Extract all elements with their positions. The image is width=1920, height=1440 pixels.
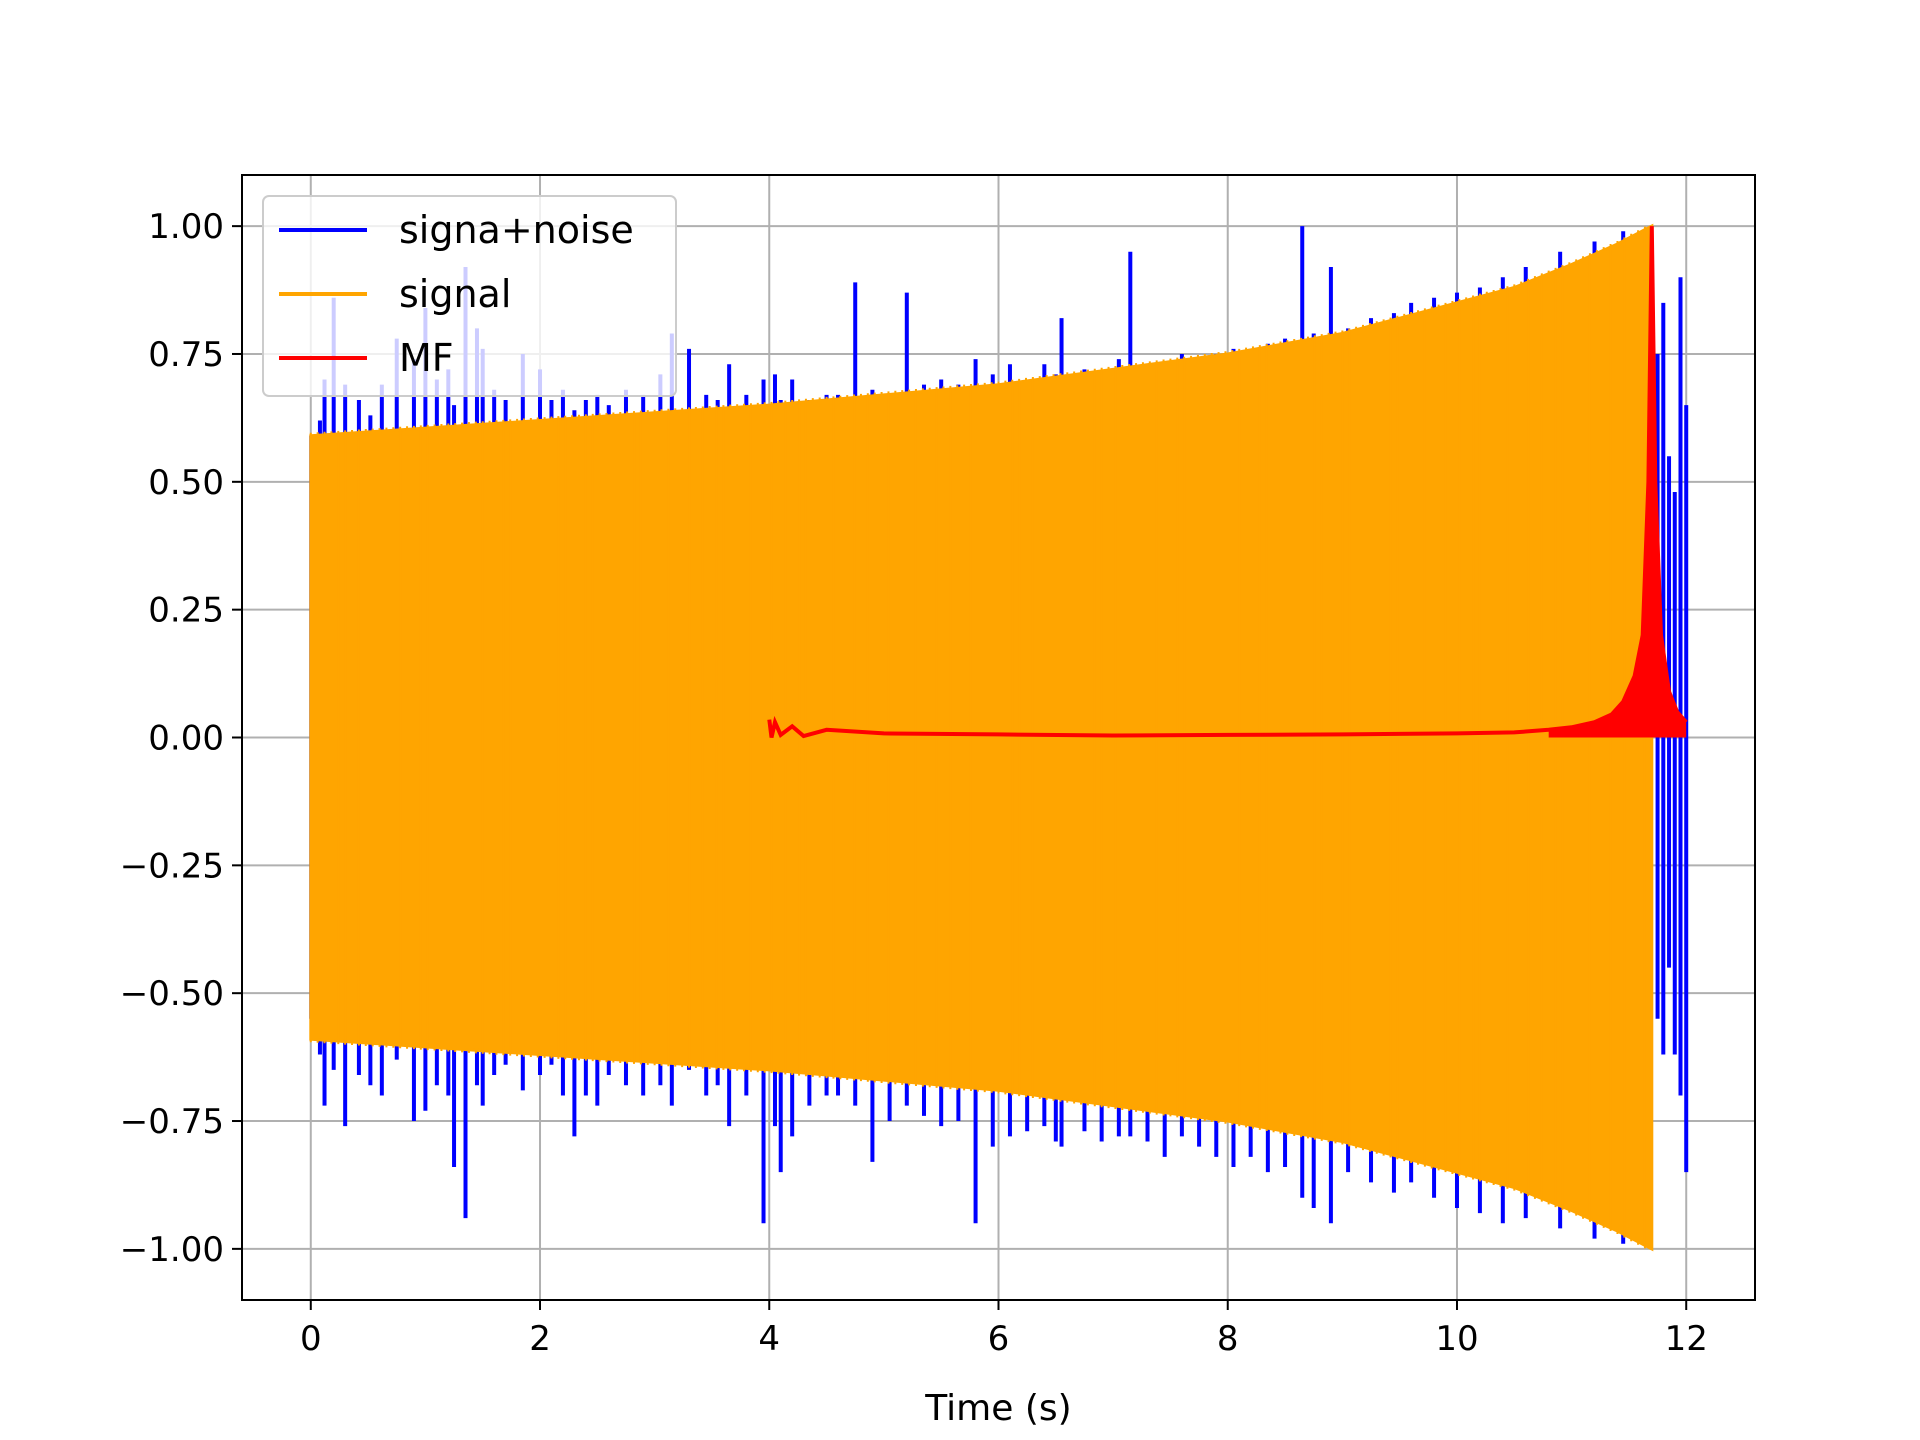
y-tick-label: −1.00 [120, 1230, 224, 1270]
y-axis: 1.00 0.75 0.50 0.25 0.00 −0.25 −0.50 −0.75 −1.00 [120, 207, 242, 1270]
y-tick-label: 1.00 [148, 207, 224, 247]
x-axis-title: Time (s) [924, 1388, 1071, 1429]
legend-label: signal [399, 272, 511, 316]
x-axis: 0 2 4 6 8 10 12 [300, 1300, 1708, 1359]
signal-envelope [309, 223, 1654, 1252]
x-tick-label: 6 [988, 1319, 1010, 1359]
y-tick-label: −0.50 [120, 974, 224, 1014]
y-tick-label: 0.00 [148, 719, 224, 759]
x-tick-label: 0 [300, 1319, 322, 1359]
legend-label: signa+noise [399, 208, 634, 252]
legend-label: MF [399, 336, 454, 380]
x-tick-label: 10 [1435, 1319, 1478, 1359]
y-tick-label: 0.25 [148, 591, 224, 631]
y-tick-label: −0.25 [120, 846, 224, 886]
x-tick-label: 2 [529, 1319, 551, 1359]
legend: signa+noise signal MF [262, 195, 677, 397]
y-tick-label: 0.75 [148, 335, 224, 375]
mf-line [767, 226, 1688, 739]
x-tick-label: 4 [758, 1319, 780, 1359]
x-tick-label: 12 [1665, 1319, 1708, 1359]
y-tick-label: 0.50 [148, 463, 224, 503]
x-tick-label: 8 [1217, 1319, 1239, 1359]
y-tick-label: −0.75 [120, 1102, 224, 1142]
series-mf [767, 226, 1688, 739]
plot-area [309, 223, 1689, 1252]
legend-box [262, 195, 677, 397]
series-signal [309, 223, 1654, 1252]
